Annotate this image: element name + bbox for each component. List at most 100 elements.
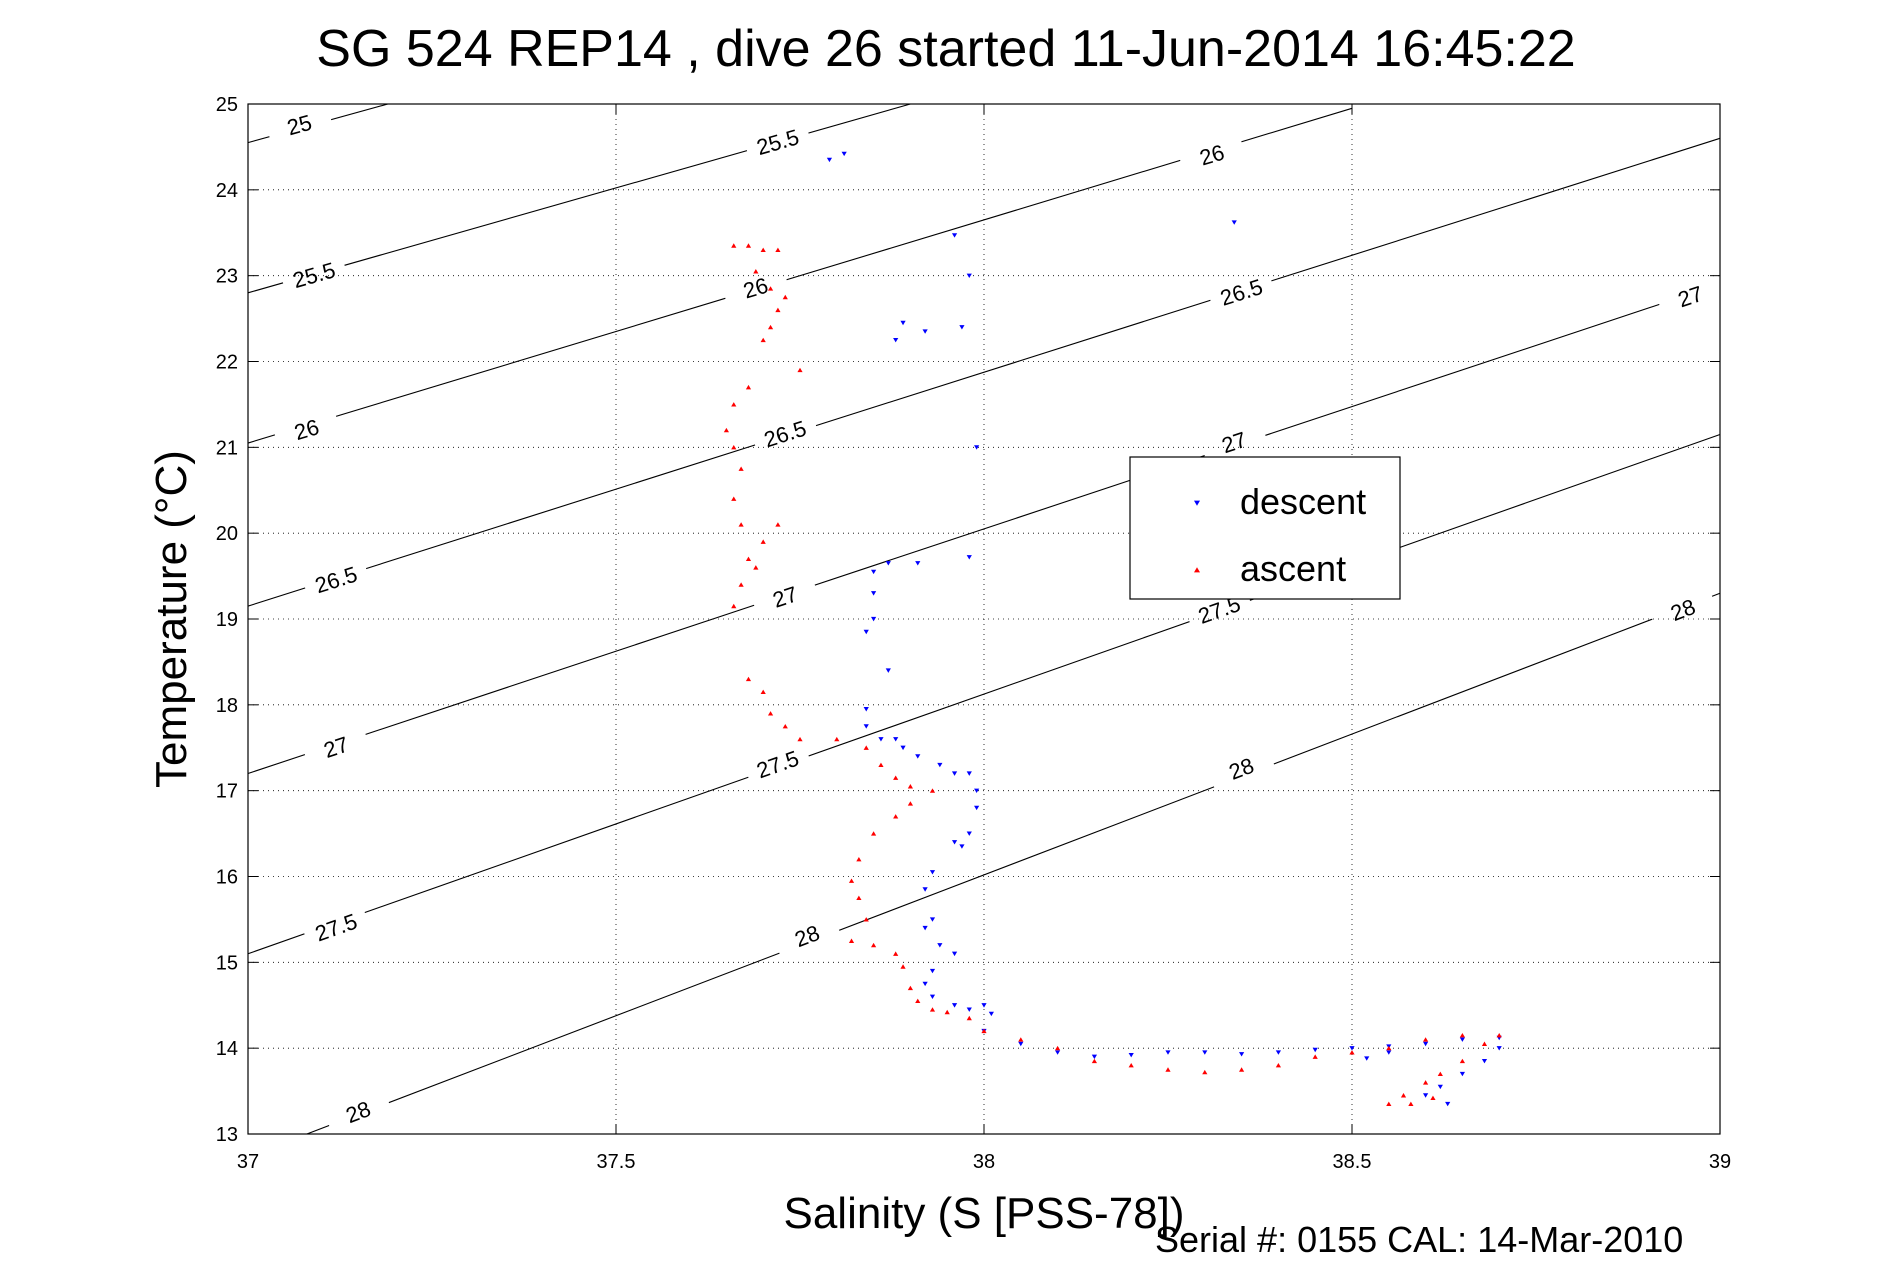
descent-point (1239, 1052, 1245, 1057)
ascent-point (1091, 1058, 1097, 1064)
y-tick-label: 15 (216, 952, 238, 974)
ascent-point (760, 247, 766, 252)
descent-point (841, 151, 847, 157)
y-tick-label: 17 (216, 781, 238, 803)
descent-point (922, 329, 928, 334)
ascent-point (723, 427, 729, 433)
descent-point (893, 737, 899, 742)
ascent-point (871, 831, 877, 836)
ascent-point (1437, 1071, 1443, 1076)
descent-point (1459, 1071, 1465, 1077)
isopycnal-line (247, 283, 1721, 775)
descent-point (1018, 1041, 1024, 1047)
y-tick-label: 14 (216, 1038, 238, 1060)
y-tick-label: 23 (216, 266, 238, 288)
descent-point (1312, 1047, 1318, 1053)
ascent-point (775, 307, 781, 313)
descent-point (885, 668, 891, 673)
descent-point (871, 591, 877, 596)
descent-point (966, 273, 972, 279)
ascent-point (848, 938, 855, 943)
isopycnal-label: 27.5 (753, 746, 802, 784)
y-tick-label: 19 (216, 609, 238, 631)
chart-title: SG 524 REP14 , dive 26 started 11-Jun-20… (316, 20, 1575, 78)
ascent-point (893, 814, 899, 819)
descent-point (959, 844, 965, 849)
ascent-point (944, 1009, 950, 1015)
ascent-point (1400, 1093, 1407, 1098)
descent-point (951, 771, 958, 776)
ascent-point (929, 788, 936, 793)
data-points (723, 151, 1502, 1107)
ascent-point (1481, 1041, 1488, 1046)
ascent-point (856, 856, 862, 862)
y-axis-label: Temperature (°C) (147, 450, 196, 788)
descent-point (1165, 1050, 1171, 1055)
ascent-point (753, 565, 759, 570)
y-tick-label: 24 (216, 180, 238, 202)
isopycnal-label: 27 (770, 581, 801, 612)
ascent-point (1202, 1069, 1208, 1075)
ascent-point (767, 286, 774, 291)
descent-point (1349, 1046, 1355, 1051)
descent-point (863, 629, 869, 635)
ascent-point (745, 676, 752, 682)
isopycnal-label: 26 (291, 414, 322, 445)
ascent-point (731, 243, 737, 248)
isopycnal-line (247, 103, 911, 294)
descent-point (1364, 1056, 1370, 1061)
x-tick-label: 38.5 (1333, 1151, 1372, 1173)
isopycnal-label: 26 (1197, 140, 1228, 171)
ascent-point (929, 1007, 936, 1012)
descent-point (951, 951, 958, 957)
grid (248, 104, 1720, 1134)
ascent-point (745, 243, 752, 248)
descent-point (1055, 1050, 1061, 1055)
descent-point (937, 762, 943, 768)
descent-point (966, 831, 972, 836)
isopycnal-line (247, 103, 388, 144)
descent-point (1423, 1041, 1429, 1047)
descent-point (974, 805, 980, 811)
descent-point (871, 616, 877, 622)
isopycnal-label: 28 (1667, 594, 1699, 626)
descent-point (1386, 1050, 1392, 1055)
isopycnal-label: 26.5 (761, 416, 809, 453)
x-tick-label: 38 (973, 1151, 995, 1173)
descent-point (900, 320, 906, 326)
descent-point (871, 569, 877, 575)
ascent-point (1275, 1062, 1281, 1068)
ascent-point (745, 384, 752, 390)
isopycnal-line (247, 137, 1721, 607)
descent-point (929, 870, 936, 875)
ascent-point (907, 801, 913, 806)
ascent-point (900, 964, 906, 969)
descent-point (1437, 1084, 1443, 1090)
ascent-point (1128, 1062, 1134, 1068)
descent-point (937, 943, 943, 948)
ascent-point (863, 917, 869, 922)
descent-point (988, 1011, 994, 1017)
ascent-point (915, 998, 921, 1004)
ascent-point (760, 689, 766, 695)
ascent-point (893, 951, 899, 956)
ascent-point (848, 878, 855, 883)
ascent-point (1408, 1101, 1414, 1107)
x-tick-label: 37 (237, 1151, 259, 1173)
ascent-point (782, 294, 788, 300)
ascent-point (745, 556, 752, 561)
descent-point (929, 968, 936, 974)
y-tick-label: 25 (216, 94, 238, 116)
ascent-point (731, 603, 737, 609)
descent-point (915, 754, 921, 759)
descent-point (959, 325, 965, 330)
ascent-point (1386, 1045, 1392, 1051)
ascent-point (731, 444, 737, 450)
descent-point (893, 337, 899, 343)
x-tick-label: 37.5 (597, 1151, 636, 1173)
descent-point (929, 994, 936, 1000)
ascent-point (1386, 1101, 1392, 1107)
ascent-point (738, 466, 744, 471)
isopycnal-label: 28 (1226, 753, 1258, 785)
